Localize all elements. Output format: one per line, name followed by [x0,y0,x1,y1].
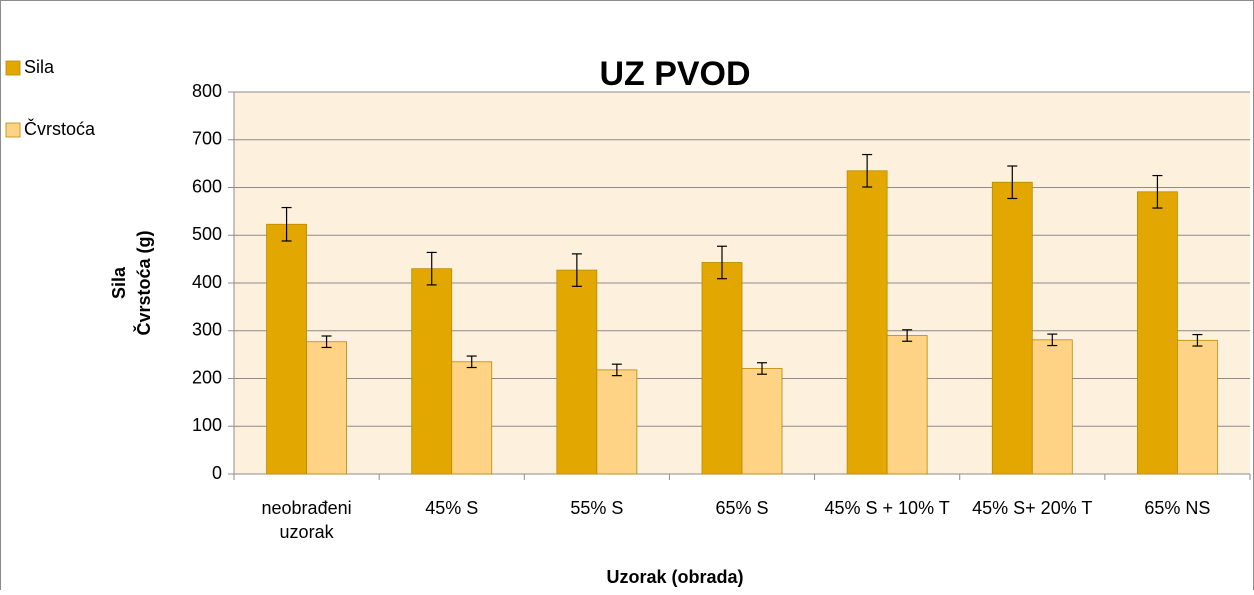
x-tick-label-box: 45% S [425,498,479,518]
y-axis-label: Čvrstoća (g) [133,230,154,335]
x-tick-label: 45% S + 10% T [824,498,950,518]
bar [886,335,928,475]
bar [701,262,743,475]
y-tick-label: 100 [192,415,222,435]
y-tick-label: 300 [192,320,222,340]
bar [1137,191,1178,475]
y-axis-label: Sila [109,266,129,299]
bar [1031,339,1073,475]
x-tick-label: 65% S [715,498,769,518]
y-tick-label: 200 [192,367,222,387]
x-tick-label: 65% NS [1144,498,1211,518]
bar [556,269,598,475]
error-bar [321,335,332,349]
error-bar [862,153,873,188]
error-bar [1047,333,1058,347]
legend-swatch [5,60,21,76]
error-bar [717,245,727,280]
y-tick-label: 400 [192,272,222,292]
y-tick-label: 600 [192,176,222,196]
bar [266,223,307,475]
y-tick-label: 500 [192,224,222,244]
error-bar [281,206,292,242]
error-bar [902,329,913,342]
legend-label: Sila [24,57,55,77]
x-tick-label: 55% S [570,498,624,518]
bar [846,170,888,475]
bar [596,369,638,475]
error-bar [571,253,582,287]
x-tick-label: 45% S [425,498,479,518]
bar [411,268,453,475]
bar [741,368,783,475]
legend-label: Čvrstoća [24,118,96,139]
error-bar [757,362,767,375]
x-tick-label-box: 45% S+ 20% T [972,498,1093,518]
y-tick-label: 800 [192,81,222,101]
x-tick-label-box: 65% S [715,498,769,518]
x-tick-label-box: 55% S [570,498,624,518]
bar [1177,339,1218,475]
x-tick-label-box: neobrađeni uzorak [261,498,352,542]
bar [451,361,493,475]
chart-title: UZ PVOD [599,55,750,93]
y-tick-label: 700 [192,129,222,149]
error-bar [1007,165,1018,200]
error-bar [426,251,437,286]
error-bar [1152,174,1163,209]
error-bar [1192,333,1203,347]
error-bar [466,355,477,369]
x-tick-label: neobrađeni uzorak [261,498,352,542]
x-tick-label-box: 65% NS [1144,498,1211,518]
x-tick-label-box: 45% S + 10% T [824,498,950,518]
bar [306,341,347,475]
x-tick-label: 45% S+ 20% T [972,498,1093,518]
legend-swatch [5,122,21,138]
y-tick-label: 0 [212,463,222,483]
error-bar [611,363,622,377]
bar [991,181,1033,475]
x-axis-label: Uzorak (obrada) [606,567,743,587]
